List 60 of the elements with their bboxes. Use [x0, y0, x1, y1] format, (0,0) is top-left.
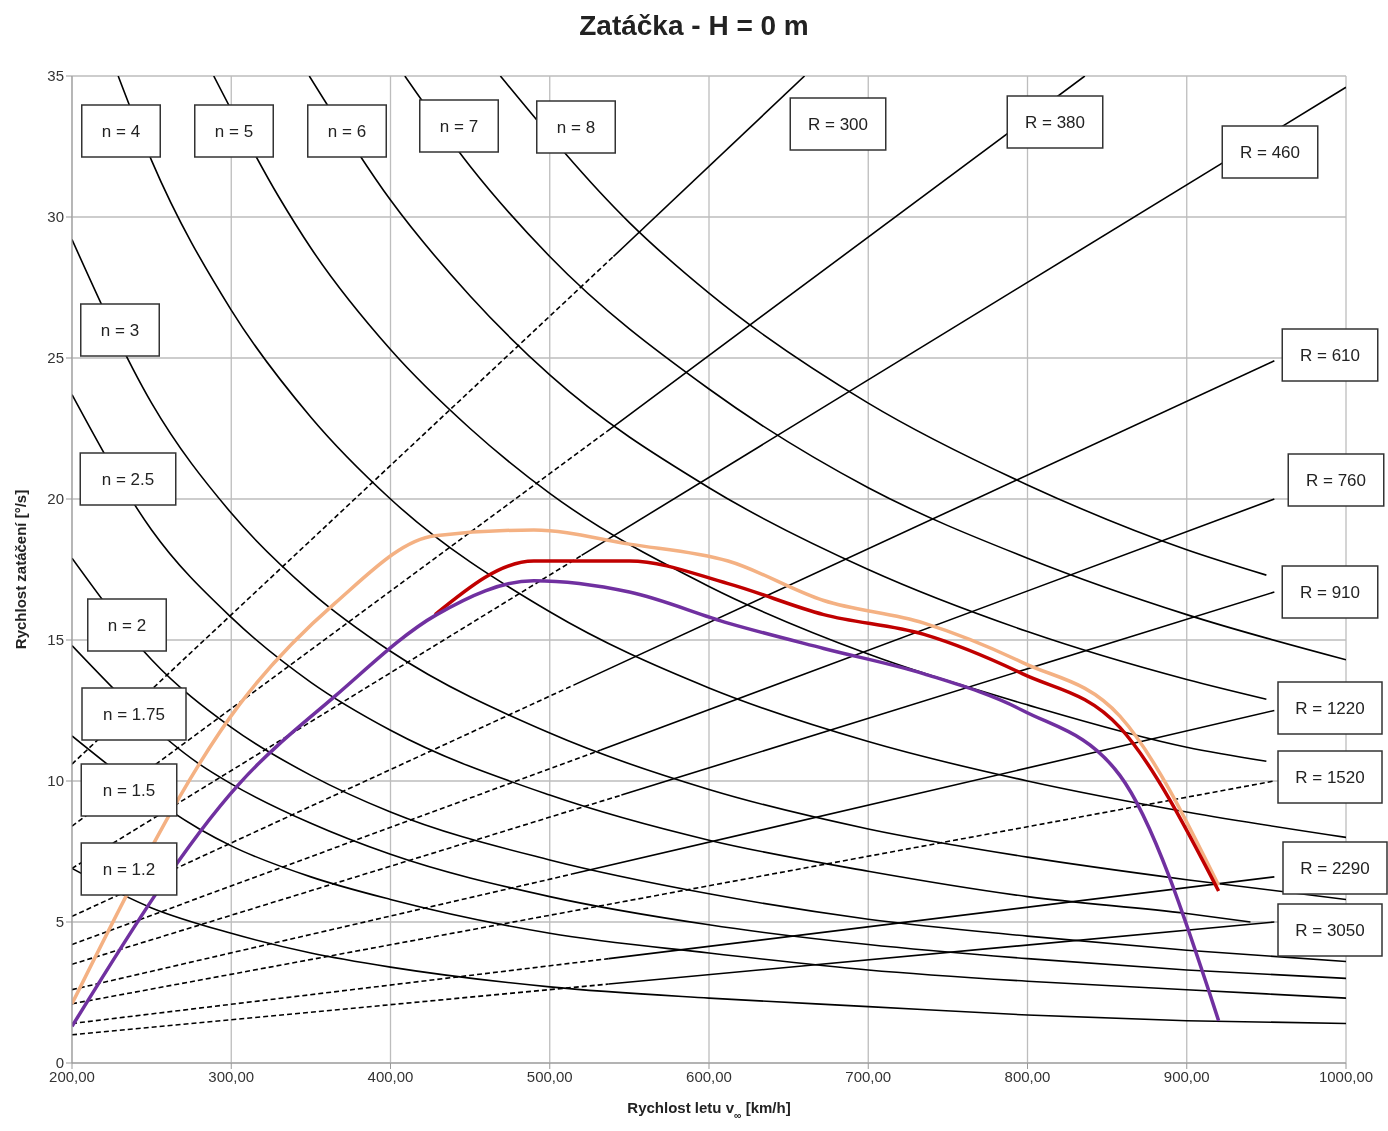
annotation: R = 910	[1299, 582, 1361, 602]
annotation: n = 3	[100, 320, 140, 340]
label-box: n = 1.75	[81, 687, 187, 741]
x-tick-label: 900,00	[1163, 1067, 1210, 1085]
label-box: n = 3	[80, 303, 160, 357]
label-box: R = 3050	[1277, 903, 1383, 957]
y-tick-label: 20	[47, 490, 64, 508]
x-tick-label: 500,00	[526, 1067, 573, 1085]
annotation: n = 6	[327, 121, 367, 141]
label-box: n = 1.5	[80, 763, 178, 817]
label-box: R = 1520	[1277, 750, 1383, 804]
label-box: R = 910	[1281, 565, 1379, 619]
x-tick-label: 700,00	[845, 1067, 892, 1085]
annotation: n = 1.5	[102, 780, 156, 800]
x-axis-title: Rychlost letu v$_{∞}$ [km/h]	[627, 1099, 791, 1121]
annotation: n = 1.2	[102, 859, 156, 879]
label-box: n = 5	[194, 104, 274, 158]
label-box: R = 380	[1006, 95, 1104, 149]
annotation: n = 4	[101, 121, 141, 141]
y-tick-label: 5	[55, 913, 64, 931]
label-box: R = 610	[1281, 328, 1379, 382]
annotation: n = 8	[556, 117, 596, 137]
label-box: n = 1.2	[80, 842, 178, 896]
y-tick-label: 35	[47, 67, 64, 85]
label-box: n = 4	[81, 104, 161, 158]
annotation: R = 1220	[1295, 698, 1365, 718]
label-box: n = 2	[87, 598, 167, 652]
label-box: n = 7	[419, 99, 499, 153]
x-tick-label: 1000,00	[1318, 1067, 1374, 1085]
annotation: R = 760	[1305, 470, 1367, 490]
x-tick-label: 300,00	[208, 1067, 255, 1085]
annotation: R = 3050	[1295, 920, 1365, 940]
annotation: R = 2290	[1300, 858, 1370, 878]
annotation: R = 460	[1239, 142, 1301, 162]
annotation: n = 2	[107, 615, 147, 635]
label-box: R = 460	[1221, 125, 1319, 179]
label-box: n = 8	[536, 100, 616, 154]
y-tick-label: 30	[47, 208, 64, 226]
annotation: n = 7	[439, 116, 479, 136]
y-tick-label: 10	[47, 772, 64, 790]
x-tick-label: 400,00	[367, 1067, 414, 1085]
y-axis-title: Rychlost zatáčení [°/s]	[12, 489, 29, 650]
y-tick-label: 25	[47, 349, 64, 367]
annotation: n = 5	[214, 121, 254, 141]
label-box: R = 760	[1287, 453, 1385, 507]
chart-title: Zatáčka - H = 0 m	[578, 10, 810, 42]
x-tick-label: 600,00	[686, 1067, 732, 1085]
annotation: R = 610	[1299, 345, 1361, 365]
annotation: n = 1.75	[103, 704, 165, 724]
label-box: R = 1220	[1277, 681, 1383, 735]
label-box: n = 6	[307, 104, 387, 158]
x-tick-label: 800,00	[1004, 1067, 1051, 1085]
annotation: R = 1520	[1295, 767, 1365, 787]
label-box: R = 2290	[1282, 841, 1388, 895]
annotation: R = 380	[1024, 112, 1086, 132]
y-tick-label: 15	[47, 631, 64, 649]
annotation: R = 300	[807, 114, 869, 134]
label-box: n = 2.5	[79, 452, 177, 506]
label-box: R = 300	[789, 97, 887, 151]
annotation: n = 2.5	[101, 469, 155, 489]
